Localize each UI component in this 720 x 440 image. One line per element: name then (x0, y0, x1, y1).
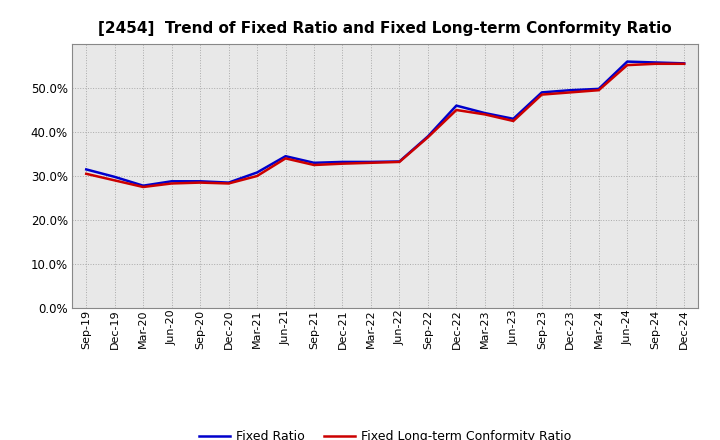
Fixed Ratio (253, 170, 261, 175)
Fixed Ratio (652, 60, 660, 65)
Fixed Long-term Conformity Ratio (366, 160, 375, 165)
Line: Fixed Long-term Conformity Ratio: Fixed Long-term Conformity Ratio (86, 64, 684, 187)
Fixed Ratio (82, 167, 91, 172)
Fixed Ratio (139, 183, 148, 188)
Fixed Ratio (623, 59, 631, 64)
Fixed Long-term Conformity Ratio (395, 159, 404, 165)
Fixed Long-term Conformity Ratio (253, 173, 261, 179)
Fixed Long-term Conformity Ratio (452, 107, 461, 113)
Fixed Ratio (595, 86, 603, 92)
Fixed Long-term Conformity Ratio (480, 112, 489, 117)
Fixed Ratio (680, 61, 688, 66)
Fixed Long-term Conformity Ratio (566, 90, 575, 95)
Fixed Long-term Conformity Ratio (282, 156, 290, 161)
Fixed Ratio (225, 180, 233, 185)
Legend: Fixed Ratio, Fixed Long-term Conformity Ratio: Fixed Ratio, Fixed Long-term Conformity … (194, 425, 577, 440)
Fixed Long-term Conformity Ratio (623, 62, 631, 68)
Fixed Long-term Conformity Ratio (82, 171, 91, 176)
Fixed Ratio (167, 179, 176, 184)
Fixed Ratio (196, 179, 204, 184)
Title: [2454]  Trend of Fixed Ratio and Fixed Long-term Conformity Ratio: [2454] Trend of Fixed Ratio and Fixed Lo… (99, 21, 672, 36)
Fixed Ratio (338, 159, 347, 165)
Fixed Long-term Conformity Ratio (423, 135, 432, 140)
Fixed Long-term Conformity Ratio (680, 61, 688, 66)
Fixed Long-term Conformity Ratio (225, 181, 233, 186)
Fixed Ratio (310, 160, 318, 165)
Fixed Ratio (566, 88, 575, 93)
Fixed Ratio (537, 90, 546, 95)
Fixed Long-term Conformity Ratio (652, 61, 660, 66)
Fixed Long-term Conformity Ratio (110, 178, 119, 183)
Fixed Long-term Conformity Ratio (310, 162, 318, 168)
Fixed Long-term Conformity Ratio (509, 118, 518, 124)
Fixed Ratio (110, 174, 119, 180)
Fixed Ratio (452, 103, 461, 108)
Fixed Ratio (366, 159, 375, 165)
Fixed Long-term Conformity Ratio (196, 180, 204, 185)
Fixed Ratio (480, 110, 489, 116)
Line: Fixed Ratio: Fixed Ratio (86, 62, 684, 186)
Fixed Long-term Conformity Ratio (595, 88, 603, 93)
Fixed Long-term Conformity Ratio (338, 161, 347, 166)
Fixed Ratio (282, 154, 290, 159)
Fixed Long-term Conformity Ratio (537, 92, 546, 97)
Fixed Ratio (395, 159, 404, 164)
Fixed Ratio (509, 116, 518, 121)
Fixed Long-term Conformity Ratio (167, 181, 176, 186)
Fixed Ratio (423, 134, 432, 139)
Fixed Long-term Conformity Ratio (139, 184, 148, 190)
